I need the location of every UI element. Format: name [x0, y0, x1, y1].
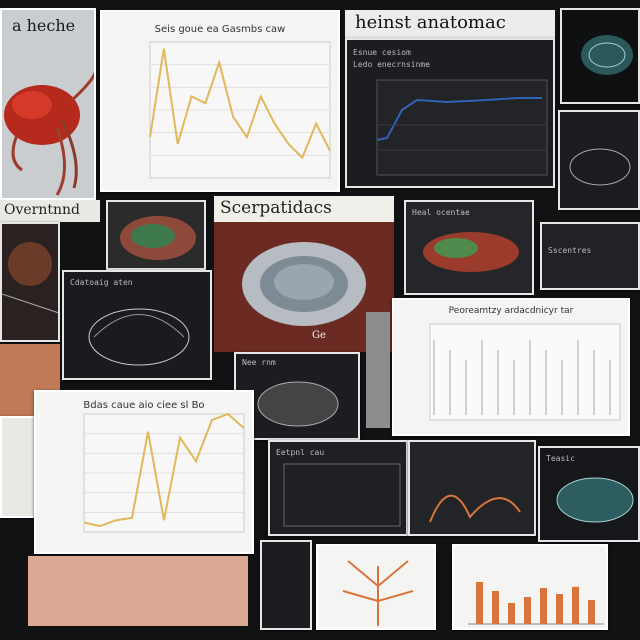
lobster-illustration — [2, 10, 96, 200]
right-dark-organ-tile: Heal ocentae — [404, 200, 534, 295]
bottom-orange-plant-tile — [316, 544, 436, 630]
bar — [540, 588, 547, 624]
left-text-card — [0, 416, 36, 518]
gray-strip — [366, 312, 390, 428]
organ-illustration-tile — [106, 200, 206, 270]
right-side-thumb — [558, 110, 640, 210]
right-line-chart-tile: Peoreamtzy ardacdnicyr tar — [392, 298, 630, 436]
shell-scan-icon — [236, 354, 360, 440]
bar — [508, 603, 515, 624]
dark-line-plot — [347, 40, 555, 188]
bar — [588, 600, 595, 624]
top-line-chart-tile: Seis goue ea Gasmbs caw — [100, 10, 340, 192]
bottom-bar-chart-tile — [452, 544, 608, 630]
right-dark-text-tile: Sscentres — [540, 222, 640, 290]
top-line-chart — [102, 12, 340, 192]
organ-sketch-icon — [560, 112, 640, 210]
center-heading: Scerpatidacs — [220, 198, 332, 218]
bottom-small-dark — [260, 540, 312, 630]
bottom-bar-chart — [454, 546, 608, 630]
plot-area — [430, 324, 620, 420]
bottom-line-chart — [36, 392, 254, 554]
right-scatter-chart — [394, 300, 630, 436]
top-right-anatomy-thumb — [560, 8, 640, 104]
left-banner-text: Overntnnd — [4, 202, 80, 218]
mid-left-dark-tile: Cdatoaig aten — [62, 270, 212, 380]
bar — [492, 591, 499, 624]
lobster-photo-tile: a heche — [0, 8, 96, 200]
top-right-dark-chart-tile: Esnue cesiom Ledo enecrnsinme — [345, 38, 555, 188]
left-dark-thumb — [0, 222, 60, 342]
bottom-right-wire-tile: Teasic — [538, 446, 640, 542]
wire-diagram-icon — [64, 272, 212, 380]
bar — [476, 582, 483, 624]
bottom-dark-grid-tile: Eetpnl cau — [268, 440, 408, 536]
dark-panel-label-5: Sscentres — [548, 246, 632, 255]
brain-scan-icon — [562, 10, 640, 104]
top-right-heading-strip: heinst anatomac — [345, 10, 555, 38]
top-right-heading: heinst anatomac — [355, 12, 506, 33]
bottom-tissue-photo — [28, 556, 248, 626]
center-heading-strip: Scerpatidacs — [214, 196, 394, 222]
colored-organ-icon — [108, 202, 206, 270]
center-img-caption: Ge — [312, 330, 326, 341]
bar — [524, 597, 531, 624]
tissue-scan-icon — [2, 224, 60, 342]
orange-curve-icon — [410, 442, 536, 536]
bottom-line-chart-tile: Bdas caue aio ciee sl Bo — [34, 390, 254, 554]
dot-grid-icon — [270, 442, 408, 536]
left-banner: Overntnnd — [0, 200, 100, 222]
bar — [556, 594, 563, 624]
bottom-dark-chart-tile — [408, 440, 536, 536]
bar — [572, 587, 579, 624]
wire-organ-icon — [540, 448, 640, 542]
orange-branch-icon — [318, 546, 436, 630]
colored-specimen-icon — [406, 202, 534, 295]
